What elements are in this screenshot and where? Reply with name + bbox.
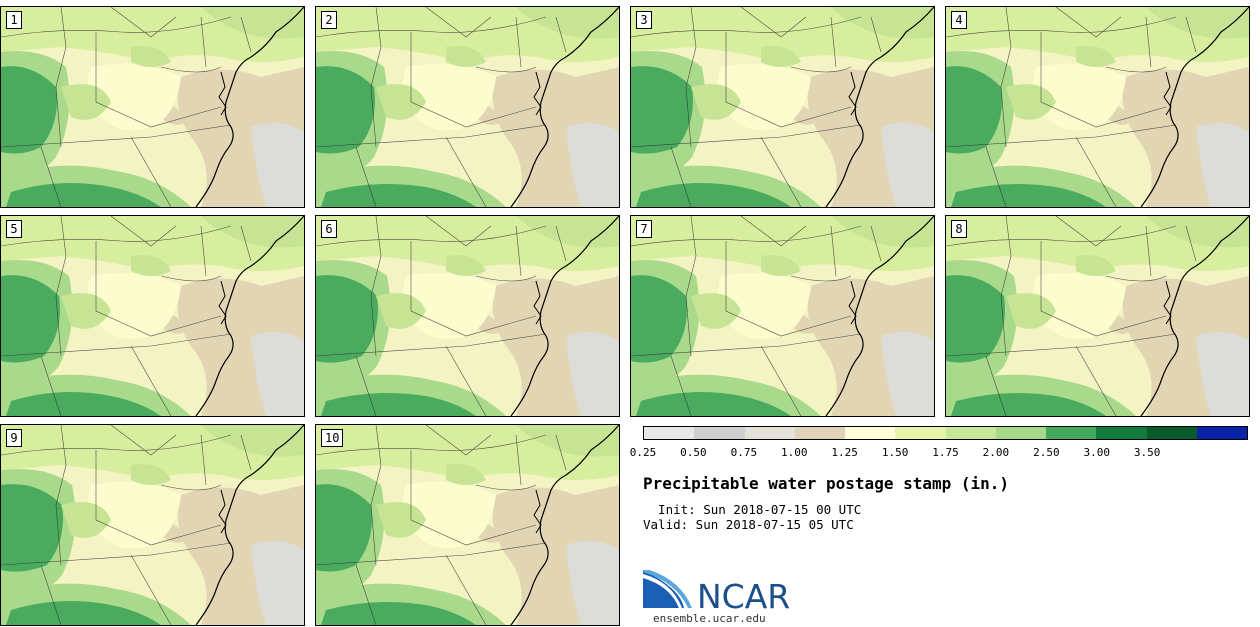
ensemble-member-panel: 6 — [315, 215, 620, 417]
legend-swatch — [1046, 427, 1097, 439]
legend-swatch — [644, 427, 695, 439]
legend-swatch — [1196, 427, 1247, 439]
legend-swatch — [744, 427, 795, 439]
legend-swatch — [1146, 427, 1197, 439]
legend-swatch — [995, 427, 1046, 439]
legend-swatch — [1096, 427, 1147, 439]
legend-tick-label: 0.25 — [629, 446, 657, 459]
legend-tick-label: 3.50 — [1133, 446, 1161, 459]
legend-tick-label: 3.00 — [1083, 446, 1111, 459]
ensemble-member-panel: 1 — [0, 6, 305, 208]
ensemble-member-panel: 8 — [945, 215, 1250, 417]
member-number-label: 9 — [6, 429, 22, 447]
color-legend-bar — [643, 426, 1248, 440]
ensemble-member-panel: 7 — [630, 215, 935, 417]
member-number-label: 1 — [6, 11, 22, 29]
legend-tick-label: 0.50 — [680, 446, 707, 459]
legend-swatch — [945, 427, 996, 439]
logo-text: NCAR — [697, 577, 790, 614]
ensemble-member-panel: 4 — [945, 6, 1250, 208]
member-number-label: 4 — [951, 11, 967, 29]
legend-tick-label: 2.00 — [982, 446, 1010, 459]
valid-time: Valid: Sun 2018-07-15 05 UTC — [643, 517, 854, 532]
ensemble-member-panel: 5 — [0, 215, 305, 417]
chart-title: Precipitable water postage stamp (in.) — [643, 474, 1010, 493]
legend-tick-label: 1.75 — [932, 446, 959, 459]
ensemble-member-panel: 3 — [630, 6, 935, 208]
legend-swatch — [694, 427, 745, 439]
member-number-label: 8 — [951, 220, 967, 238]
member-number-label: 10 — [321, 429, 344, 447]
ensemble-member-panel: 9 — [0, 424, 305, 626]
member-number-label: 2 — [321, 11, 337, 29]
legend-tick-label: 2.50 — [1033, 446, 1060, 459]
legend-swatch — [895, 427, 946, 439]
legend-tick-label: 1.50 — [881, 446, 909, 459]
legend-swatch — [845, 427, 896, 439]
member-number-label: 7 — [636, 220, 652, 238]
member-number-label: 3 — [636, 11, 652, 29]
ensemble-member-panel: 2 — [315, 6, 620, 208]
legend-tick-label: 1.00 — [781, 446, 808, 459]
member-number-label: 5 — [6, 220, 22, 238]
member-number-label: 6 — [321, 220, 337, 238]
legend-tick-label: 0.75 — [730, 446, 758, 459]
legend-tick-label: 1.25 — [831, 446, 858, 459]
logo-url: ensemble.ucar.edu — [653, 612, 766, 625]
legend-swatch — [794, 427, 845, 439]
ncar-logo: NCAR — [643, 570, 790, 614]
ensemble-member-panel: 10 — [315, 424, 620, 626]
init-time: Init: Sun 2018-07-15 00 UTC — [643, 502, 862, 517]
